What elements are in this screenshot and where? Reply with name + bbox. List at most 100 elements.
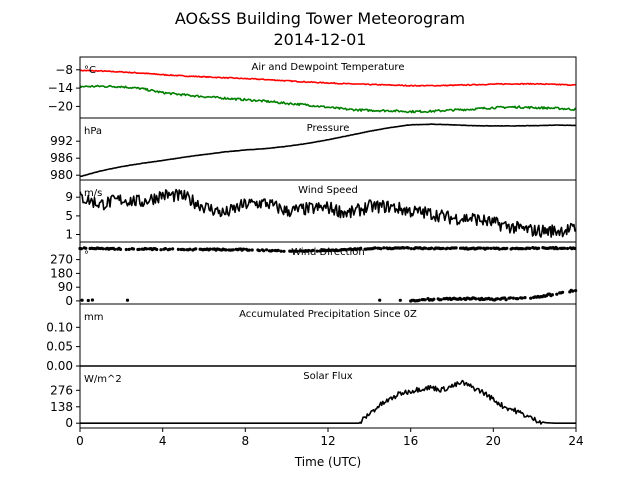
panel-wspd: 1 5 9 Wind Speed m/s bbox=[65, 179, 577, 243]
x-tick-label: 20 bbox=[486, 434, 501, 448]
data-point bbox=[188, 247, 192, 251]
data-point bbox=[379, 247, 383, 251]
data-point bbox=[241, 247, 246, 251]
data-point bbox=[439, 298, 443, 302]
x-tick-label: 16 bbox=[403, 434, 418, 448]
chart-title: AO&SS Building Tower Meteorogram bbox=[175, 9, 465, 28]
data-point bbox=[101, 247, 105, 251]
y-tick-label: 5 bbox=[65, 209, 73, 223]
data-point bbox=[497, 247, 502, 251]
x-tick-label: 4 bbox=[159, 434, 167, 448]
y-tick-label: 276 bbox=[50, 383, 73, 397]
panel-unit: hPa bbox=[84, 126, 102, 137]
panel-temp: −8 −14 −20 Air and Dewpoint Temperature °C bbox=[48, 56, 577, 119]
panel-title: Wind Speed bbox=[298, 185, 358, 196]
data-point bbox=[344, 248, 348, 252]
series-temp-1 bbox=[79, 84, 577, 114]
y-tick-label: 986 bbox=[50, 151, 73, 165]
data-point bbox=[459, 297, 463, 301]
data-point bbox=[257, 249, 261, 253]
data-point bbox=[80, 298, 84, 302]
x-tick-label: 24 bbox=[568, 434, 583, 448]
y-tick-label: 138 bbox=[50, 400, 73, 414]
data-point bbox=[144, 247, 149, 251]
data-point bbox=[194, 247, 198, 251]
y-tick-label: 0 bbox=[65, 294, 73, 308]
x-tick-label: 0 bbox=[76, 434, 84, 448]
data-point bbox=[176, 247, 180, 251]
series-temp-0 bbox=[79, 69, 576, 87]
data-point bbox=[523, 296, 527, 300]
y-tick-label: 992 bbox=[50, 134, 73, 148]
y-tick-label: 90 bbox=[58, 280, 73, 294]
panels-group: −8 −14 −20 Air and Dewpoint Temperature °C 98… bbox=[46, 56, 578, 430]
series-wspd-0 bbox=[79, 188, 577, 238]
data-point bbox=[168, 247, 172, 251]
data-point bbox=[378, 298, 382, 302]
data-point bbox=[495, 297, 500, 301]
data-point bbox=[454, 246, 458, 250]
panel-prec: 0.00 0.05 0.10 Accumulated Precipitation Si… bbox=[46, 303, 577, 373]
chart-subtitle-date: 2014-12-01 bbox=[274, 30, 367, 49]
data-point bbox=[565, 246, 570, 251]
panel-unit: m/s bbox=[84, 188, 102, 199]
data-point bbox=[505, 246, 509, 250]
data-point bbox=[429, 246, 434, 250]
series-pres-0 bbox=[79, 123, 577, 178]
data-point bbox=[86, 298, 90, 303]
panel-title: Air and Dewpoint Temperature bbox=[252, 62, 405, 73]
y-tick-label: 0.10 bbox=[46, 320, 73, 334]
data-point bbox=[441, 246, 445, 250]
data-point bbox=[295, 249, 299, 253]
data-point bbox=[124, 247, 128, 252]
data-point bbox=[398, 298, 402, 302]
series-solar-0 bbox=[80, 379, 576, 425]
data-point bbox=[79, 247, 83, 251]
data-point bbox=[265, 248, 269, 252]
data-point bbox=[270, 248, 274, 253]
data-point bbox=[424, 246, 428, 250]
data-point bbox=[474, 297, 478, 301]
y-tick-label: 980 bbox=[50, 168, 73, 182]
data-point bbox=[373, 246, 377, 250]
x-axis: 0 4 8 12 16 20 24 bbox=[76, 428, 584, 448]
series-wdir-2 bbox=[80, 298, 402, 303]
data-point bbox=[224, 248, 228, 252]
x-tick-label: 12 bbox=[320, 434, 335, 448]
data-point bbox=[279, 249, 283, 253]
data-point bbox=[508, 296, 513, 300]
data-point bbox=[561, 290, 565, 294]
y-tick-label: 0.05 bbox=[46, 340, 73, 354]
data-point bbox=[521, 247, 525, 251]
data-point bbox=[445, 246, 450, 250]
data-point bbox=[409, 247, 413, 251]
panel-unit: mm bbox=[84, 312, 103, 323]
data-point bbox=[125, 298, 130, 302]
x-tick-label: 8 bbox=[241, 434, 249, 448]
data-point bbox=[555, 247, 560, 251]
data-point bbox=[359, 246, 363, 250]
data-point bbox=[516, 297, 520, 301]
data-point bbox=[90, 298, 94, 302]
y-tick-label: 270 bbox=[50, 253, 73, 267]
panel-title: Solar Flux bbox=[303, 371, 353, 382]
panel-solar: 0 138 276 Solar Flux W/m^2 bbox=[50, 365, 577, 430]
data-point bbox=[489, 246, 493, 250]
data-point bbox=[276, 248, 280, 252]
data-point bbox=[163, 247, 167, 251]
data-point bbox=[520, 296, 524, 300]
series-wdir-0 bbox=[78, 245, 577, 253]
panel-title: Wind Direction bbox=[291, 247, 365, 258]
panel-unit: W/m^2 bbox=[84, 374, 122, 385]
data-point bbox=[247, 248, 251, 252]
x-axis-label: Time (UTC) bbox=[294, 455, 361, 469]
data-point bbox=[127, 247, 131, 251]
data-point bbox=[423, 298, 427, 302]
data-point bbox=[311, 248, 315, 252]
y-tick-label: 0.00 bbox=[46, 359, 73, 373]
data-point bbox=[335, 248, 340, 253]
data-point bbox=[537, 246, 541, 250]
y-tick-label: 9 bbox=[65, 190, 73, 204]
